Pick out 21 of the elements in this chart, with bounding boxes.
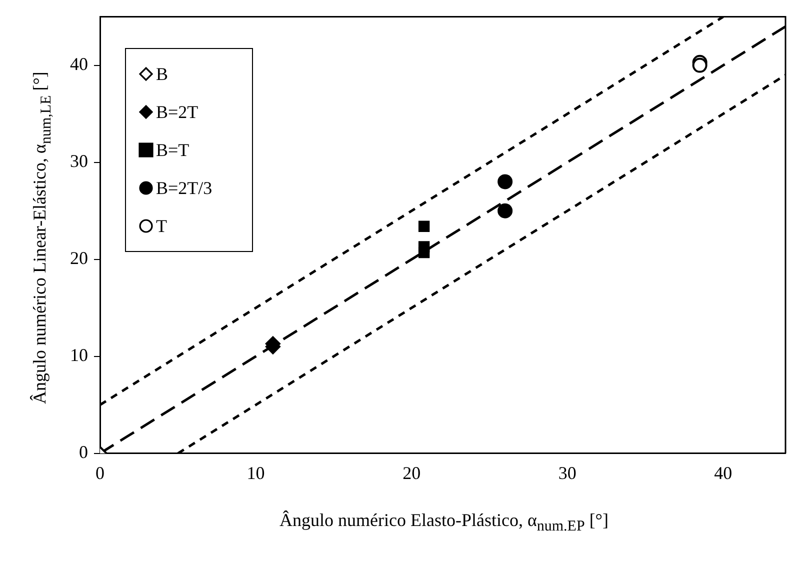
point — [418, 220, 430, 232]
legend-label: B — [156, 64, 168, 84]
x-tick-label: 40 — [714, 462, 732, 483]
legend-label: B=2T — [156, 102, 198, 122]
point — [498, 203, 513, 218]
y-tick-label: 30 — [70, 151, 88, 172]
y-tick-label: 10 — [70, 345, 88, 366]
x-tick-label: 20 — [402, 462, 421, 483]
x-tick-label: 10 — [246, 462, 265, 483]
point — [498, 174, 513, 190]
y-tick-label: 40 — [70, 54, 88, 74]
y-tick-label: 0 — [79, 442, 88, 462]
legend-label: T — [156, 216, 167, 236]
x-tick-label: 0 — [96, 462, 104, 483]
legend-label: B=2T/3 — [156, 178, 212, 198]
legend-label: B=T — [156, 140, 190, 160]
point — [692, 58, 708, 73]
x-tick-label: 30 — [558, 462, 576, 483]
x-axis-title: Ângulo numérico Elasto-Plástico, α$_{num.EP}$ [°] — [278, 510, 610, 536]
point — [418, 246, 430, 258]
y-tick-label: 20 — [70, 248, 88, 268]
